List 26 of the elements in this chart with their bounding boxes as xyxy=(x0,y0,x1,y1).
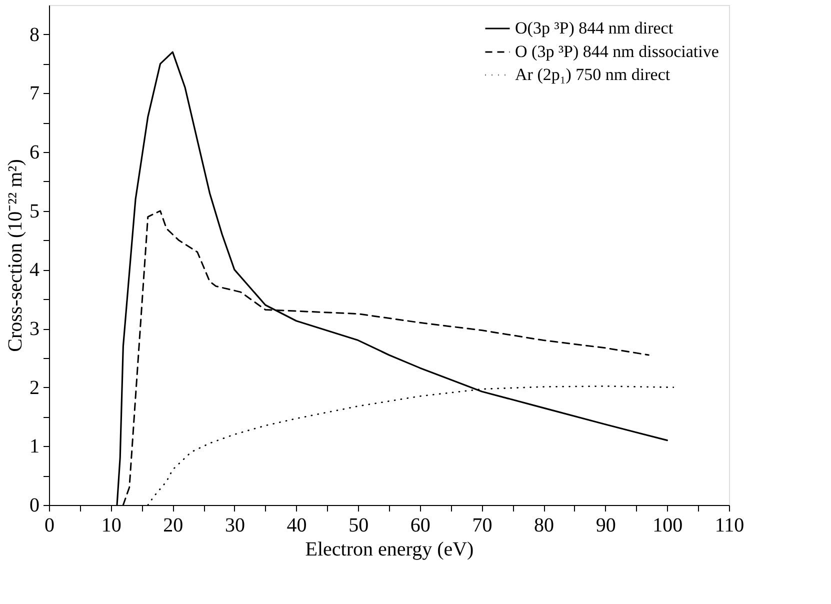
y-tick-label: 7 xyxy=(30,82,40,105)
x-tick-label: 90 xyxy=(596,514,616,536)
x-tick-label: 30 xyxy=(224,514,245,536)
legend-label: Ar (2p₁) 750 nm direct xyxy=(515,65,670,84)
y-tick-label: 2 xyxy=(30,376,40,399)
y-axis-title: Cross-section (10⁻²² m²) xyxy=(4,159,26,352)
x-tick-label: 10 xyxy=(101,514,122,536)
x-tick-label: 80 xyxy=(534,514,554,536)
x-tick-label: 70 xyxy=(472,514,492,536)
x-tick-label: 50 xyxy=(348,514,369,536)
y-tick-label: 5 xyxy=(30,200,40,222)
y-tick-label: 0 xyxy=(30,494,40,516)
y-tick-label: 3 xyxy=(30,318,40,340)
x-tick-label: 20 xyxy=(163,514,184,536)
y-tick-label: 4 xyxy=(30,259,40,282)
legend-label: O (3p ³P) 844 nm dissociative xyxy=(515,42,719,61)
x-axis-title: Electron energy (eV) xyxy=(305,538,474,560)
x-tick-label: 60 xyxy=(410,514,430,536)
y-tick-label: 6 xyxy=(30,142,40,164)
x-tick-label: 0 xyxy=(44,514,54,536)
x-tick-label: 40 xyxy=(286,514,307,536)
y-tick-label: 1 xyxy=(30,436,40,458)
y-tick-label: 8 xyxy=(30,24,40,46)
x-tick-label: 100 xyxy=(652,514,683,536)
x-tick-label: 110 xyxy=(714,514,744,536)
legend-label: O(3p ³P) 844 nm direct xyxy=(515,18,674,38)
